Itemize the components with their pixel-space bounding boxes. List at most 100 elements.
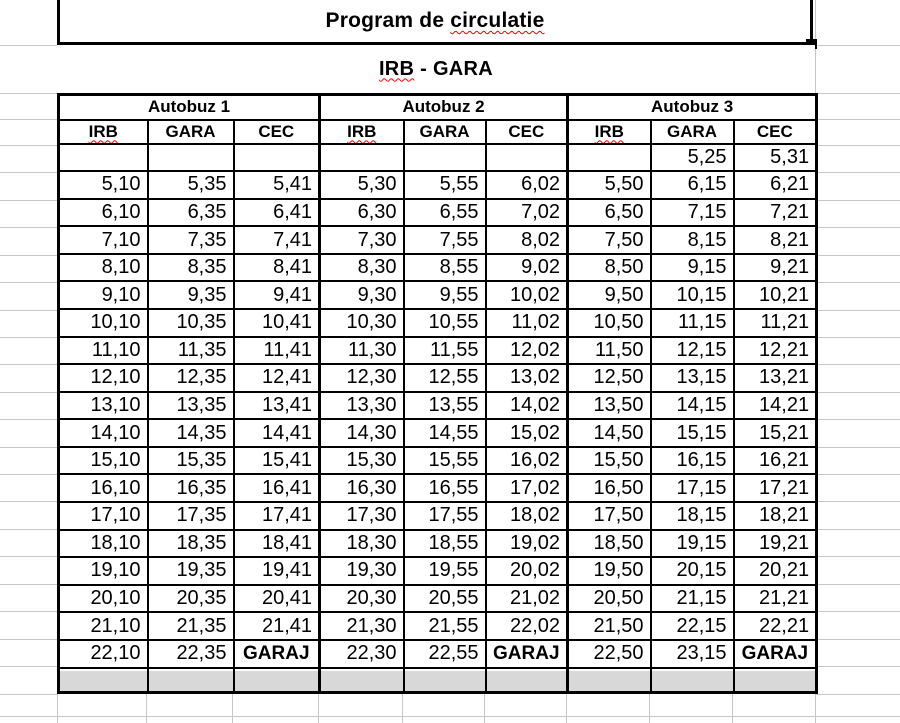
- empty-cell[interactable]: [318, 666, 405, 694]
- time-cell[interactable]: 19,55: [402, 556, 487, 586]
- time-cell[interactable]: 18,15: [649, 501, 735, 531]
- time-cell[interactable]: 8,21: [732, 225, 818, 255]
- time-cell[interactable]: 12,15: [649, 335, 735, 366]
- time-cell[interactable]: 12,35: [146, 363, 235, 393]
- time-cell[interactable]: 8,30: [318, 252, 405, 283]
- time-cell[interactable]: 23,15: [649, 638, 735, 669]
- time-cell[interactable]: 17,41: [232, 501, 321, 531]
- time-cell[interactable]: [566, 142, 652, 173]
- time-cell[interactable]: [57, 142, 149, 173]
- time-cell[interactable]: 9,50: [566, 280, 652, 310]
- time-cell[interactable]: 14,50: [566, 418, 652, 448]
- time-cell[interactable]: 16,15: [649, 445, 735, 476]
- empty-cell[interactable]: [146, 666, 235, 694]
- time-cell[interactable]: 15,02: [484, 418, 569, 448]
- time-cell[interactable]: 10,35: [146, 307, 235, 338]
- time-cell[interactable]: 12,02: [484, 335, 569, 366]
- time-cell[interactable]: 21,10: [57, 611, 149, 641]
- column-header-cec[interactable]: CEC: [232, 118, 321, 145]
- time-cell[interactable]: 13,15: [649, 363, 735, 393]
- time-cell[interactable]: 18,50: [566, 528, 652, 559]
- time-cell[interactable]: 10,02: [484, 280, 569, 310]
- time-cell[interactable]: 15,50: [566, 445, 652, 476]
- time-cell[interactable]: 21,30: [318, 611, 405, 641]
- time-cell[interactable]: 17,30: [318, 501, 405, 531]
- time-cell[interactable]: 10,10: [57, 307, 149, 338]
- time-cell[interactable]: 19,50: [566, 556, 652, 586]
- time-cell[interactable]: 11,50: [566, 335, 652, 366]
- time-cell[interactable]: 15,15: [649, 418, 735, 448]
- time-cell[interactable]: 14,21: [732, 390, 818, 421]
- column-header-cec[interactable]: CEC: [484, 118, 569, 145]
- time-cell[interactable]: 7,35: [146, 225, 235, 255]
- time-cell[interactable]: 8,41: [232, 252, 321, 283]
- time-cell[interactable]: 19,10: [57, 556, 149, 586]
- group-header-3[interactable]: Autobuz 3: [566, 93, 818, 121]
- time-cell[interactable]: 18,35: [146, 528, 235, 559]
- time-cell[interactable]: 13,30: [318, 390, 405, 421]
- time-cell[interactable]: 15,10: [57, 445, 149, 476]
- time-cell[interactable]: 10,50: [566, 307, 652, 338]
- time-cell[interactable]: 13,02: [484, 363, 569, 393]
- time-cell[interactable]: 9,10: [57, 280, 149, 310]
- time-cell[interactable]: 7,02: [484, 197, 569, 228]
- time-cell[interactable]: 21,41: [232, 611, 321, 641]
- time-cell[interactable]: 9,30: [318, 280, 405, 310]
- column-header-gara[interactable]: GARA: [146, 118, 235, 145]
- time-cell[interactable]: 18,41: [232, 528, 321, 559]
- time-cell[interactable]: 9,41: [232, 280, 321, 310]
- time-cell[interactable]: 20,21: [732, 556, 818, 586]
- time-cell[interactable]: 14,02: [484, 390, 569, 421]
- time-cell[interactable]: 8,02: [484, 225, 569, 255]
- time-cell[interactable]: 11,55: [402, 335, 487, 366]
- time-cell[interactable]: 11,41: [232, 335, 321, 366]
- time-cell[interactable]: 6,35: [146, 197, 235, 228]
- time-cell[interactable]: 6,41: [232, 197, 321, 228]
- column-header-irb[interactable]: IRB: [57, 118, 149, 145]
- time-cell[interactable]: 12,10: [57, 363, 149, 393]
- time-cell[interactable]: 8,35: [146, 252, 235, 283]
- group-header-1[interactable]: Autobuz 1: [57, 93, 321, 121]
- time-cell[interactable]: 10,15: [649, 280, 735, 310]
- column-header-gara[interactable]: GARA: [649, 118, 735, 145]
- column-header-irb[interactable]: IRB: [566, 118, 652, 145]
- time-cell[interactable]: 18,02: [484, 501, 569, 531]
- time-cell[interactable]: 9,15: [649, 252, 735, 283]
- column-header-gara[interactable]: GARA: [402, 118, 487, 145]
- time-cell[interactable]: 16,21: [732, 445, 818, 476]
- time-cell[interactable]: 17,35: [146, 501, 235, 531]
- time-cell[interactable]: GARAJ: [732, 638, 818, 669]
- time-cell[interactable]: 8,10: [57, 252, 149, 283]
- time-cell[interactable]: 22,50: [566, 638, 652, 669]
- time-cell[interactable]: 17,02: [484, 473, 569, 504]
- time-cell[interactable]: 16,55: [402, 473, 487, 504]
- time-cell[interactable]: 21,15: [649, 583, 735, 614]
- time-cell[interactable]: 19,41: [232, 556, 321, 586]
- time-cell[interactable]: 9,21: [732, 252, 818, 283]
- time-cell[interactable]: 5,35: [146, 170, 235, 200]
- time-cell[interactable]: 16,10: [57, 473, 149, 504]
- time-cell[interactable]: 10,21: [732, 280, 818, 310]
- time-cell[interactable]: GARAJ: [484, 638, 569, 669]
- time-cell[interactable]: 15,55: [402, 445, 487, 476]
- time-cell[interactable]: 16,30: [318, 473, 405, 504]
- time-cell[interactable]: 16,35: [146, 473, 235, 504]
- empty-cell[interactable]: [732, 666, 818, 694]
- time-cell[interactable]: 6,55: [402, 197, 487, 228]
- empty-cell[interactable]: [566, 666, 652, 694]
- time-cell[interactable]: 22,21: [732, 611, 818, 641]
- time-cell[interactable]: 16,02: [484, 445, 569, 476]
- time-cell[interactable]: 21,50: [566, 611, 652, 641]
- time-cell[interactable]: 20,41: [232, 583, 321, 614]
- time-cell[interactable]: 19,02: [484, 528, 569, 559]
- time-cell[interactable]: 6,50: [566, 197, 652, 228]
- time-cell[interactable]: 22,35: [146, 638, 235, 669]
- time-cell[interactable]: 5,31: [732, 142, 818, 173]
- column-header-irb[interactable]: IRB: [318, 118, 405, 145]
- time-cell[interactable]: 7,15: [649, 197, 735, 228]
- time-cell[interactable]: 10,41: [232, 307, 321, 338]
- time-cell[interactable]: 21,21: [732, 583, 818, 614]
- time-cell[interactable]: 21,02: [484, 583, 569, 614]
- time-cell[interactable]: 13,10: [57, 390, 149, 421]
- time-cell[interactable]: [232, 142, 321, 173]
